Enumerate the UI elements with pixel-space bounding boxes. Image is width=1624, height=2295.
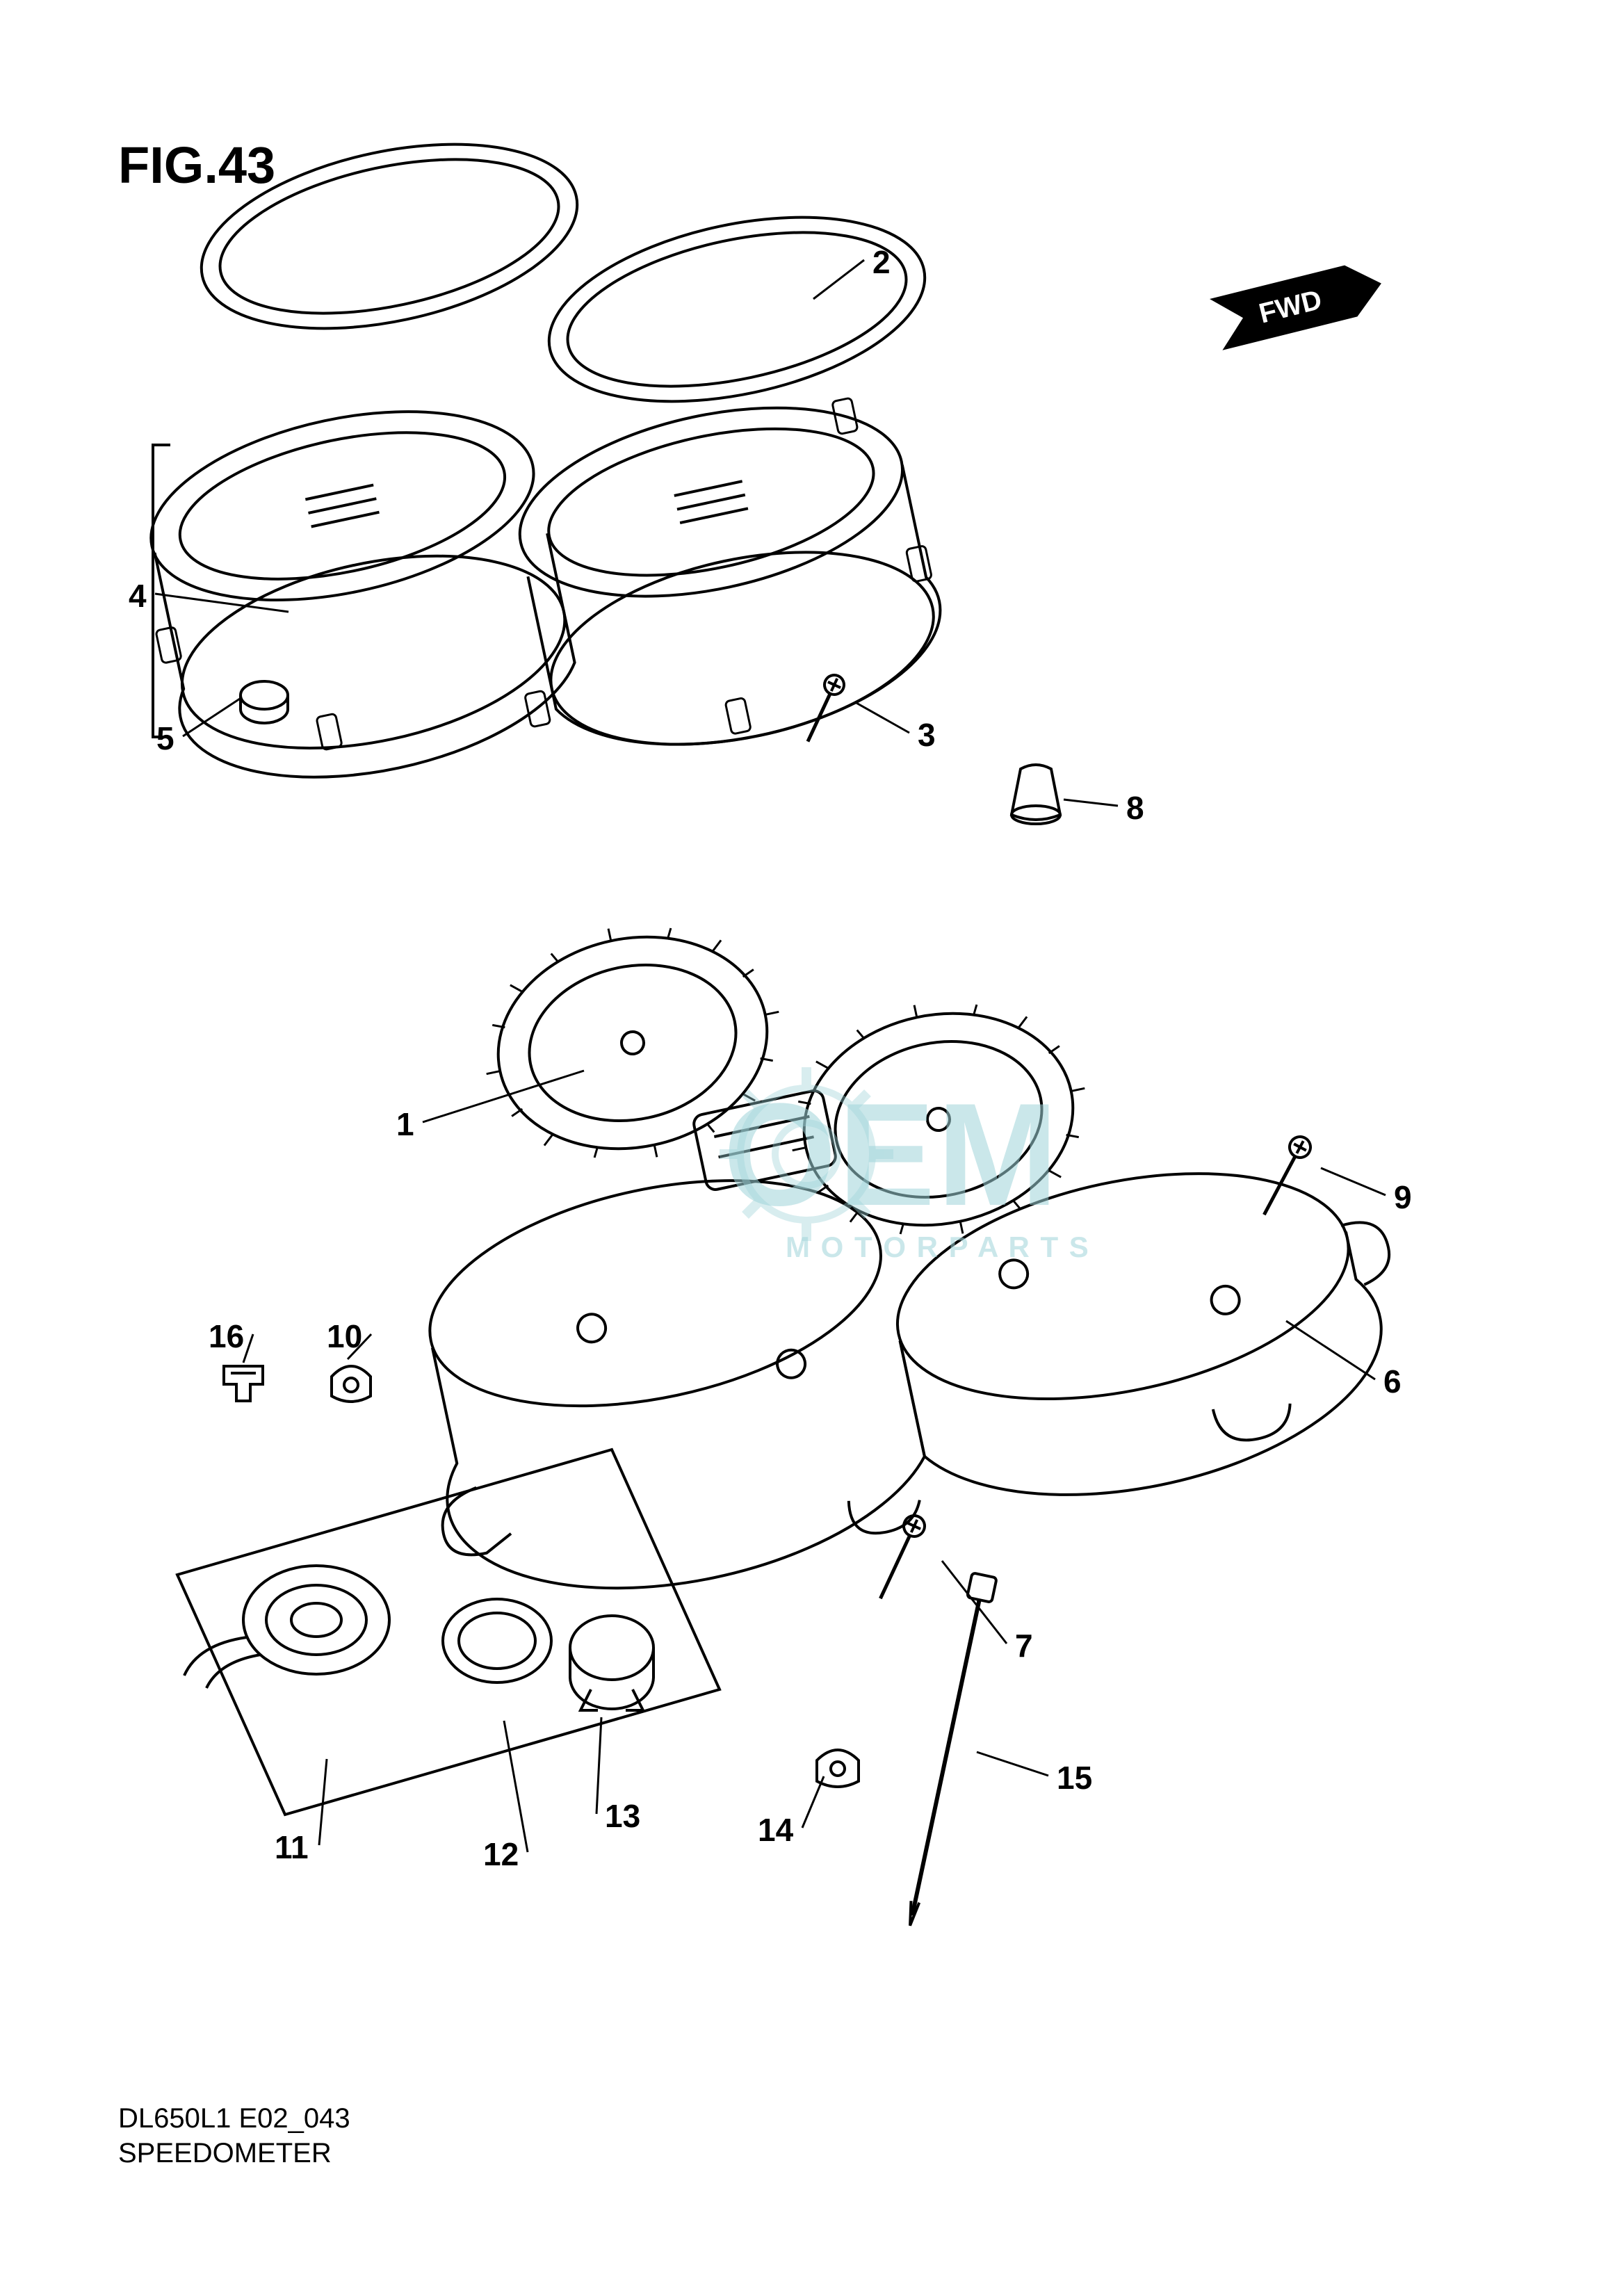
- part-16-bolt: [224, 1366, 263, 1401]
- callout-12: 12: [483, 1835, 519, 1873]
- part-15-tie: [898, 1573, 996, 1928]
- leader-3: [855, 702, 909, 733]
- callout-3: 3: [918, 716, 936, 754]
- callout-16: 16: [209, 1317, 244, 1355]
- leader-13: [596, 1717, 601, 1814]
- leader-4: [155, 594, 289, 612]
- leader-16: [243, 1334, 253, 1363]
- upper-cover-group: [120, 113, 959, 854]
- part-8-cap: [1012, 765, 1060, 824]
- footer-name: SPEEDOMETER: [118, 2138, 332, 2169]
- callout-4: 4: [129, 577, 147, 615]
- callout-10: 10: [327, 1317, 362, 1355]
- callout-15: 15: [1057, 1759, 1092, 1797]
- dial-left: [462, 898, 803, 1188]
- leader-14: [802, 1776, 824, 1828]
- leader-15: [977, 1752, 1048, 1776]
- meter-and-lowercase: [382, 898, 1427, 1633]
- callout-7: 7: [1015, 1627, 1033, 1664]
- leader-9: [1321, 1168, 1386, 1195]
- upper-cover: [120, 304, 959, 854]
- part-9-screw: [1255, 1133, 1314, 1219]
- footer-code: DL650L1 E02_043: [118, 2103, 350, 2134]
- callout-2: 2: [872, 243, 891, 281]
- diagram-svg: FWD: [0, 0, 1624, 2295]
- part-10-clip: [332, 1366, 371, 1402]
- part-14-clip: [817, 1750, 859, 1787]
- leader-5: [183, 699, 240, 736]
- ring-right: [533, 186, 942, 432]
- center-lcd: [692, 1089, 838, 1191]
- ring-left: [185, 113, 594, 359]
- callout-14: 14: [758, 1811, 793, 1849]
- part-5-cap: [241, 681, 288, 723]
- callout-13: 13: [605, 1797, 640, 1835]
- leader-8: [1064, 800, 1118, 806]
- callout-9: 9: [1394, 1178, 1412, 1216]
- callout-6: 6: [1383, 1363, 1402, 1400]
- callout-5: 5: [156, 720, 174, 757]
- dial-right: [768, 974, 1109, 1265]
- leader-2: [813, 260, 864, 299]
- callout-11: 11: [275, 1828, 309, 1866]
- leader-6: [1286, 1321, 1375, 1379]
- part-7-screw: [871, 1512, 928, 1603]
- fwd-badge: FWD: [1210, 258, 1388, 350]
- callout-8: 8: [1126, 789, 1144, 827]
- leader-12: [504, 1721, 528, 1852]
- callout-1: 1: [396, 1105, 414, 1143]
